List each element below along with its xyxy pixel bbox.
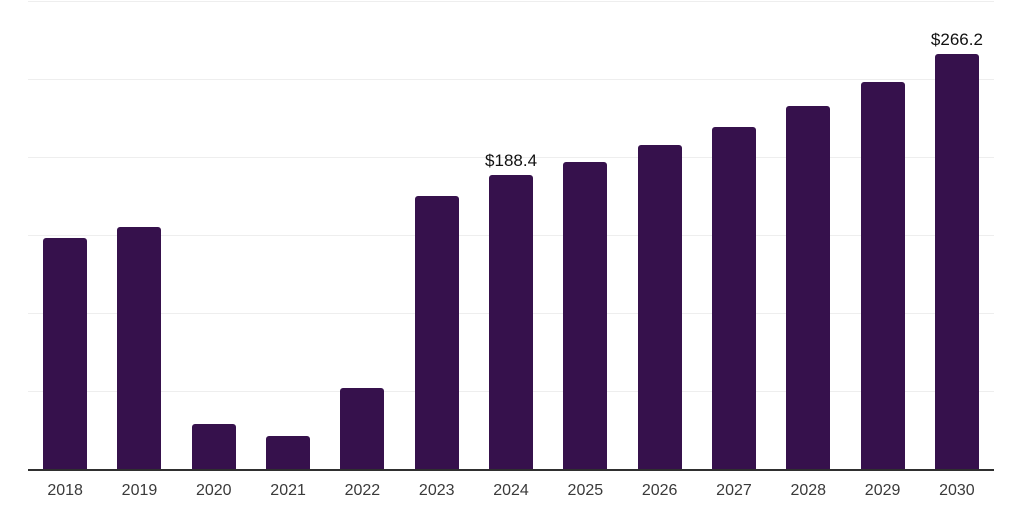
- bar-2020: [191, 423, 236, 469]
- bar-2023: [414, 196, 459, 469]
- x-tick-label-2028: 2028: [790, 482, 827, 499]
- x-tick-label-2030: 2030: [939, 482, 975, 499]
- bar-2021: [266, 436, 311, 469]
- x-tick-label-2025: 2025: [567, 482, 604, 499]
- x-tick-label-2022: 2022: [344, 482, 381, 499]
- bar-slot-2018: [28, 1, 102, 469]
- bar-slot-2023: [400, 1, 474, 469]
- bar-slot-2019: [102, 1, 176, 469]
- x-tick-label-2026: 2026: [641, 482, 678, 499]
- x-tick-label-2020: 2020: [195, 482, 232, 499]
- bar-2029: [860, 82, 905, 469]
- bar-value-label-2030: $266.2: [930, 29, 983, 49]
- bar-slot-2022: [325, 1, 399, 469]
- bar-slot-2030: $266.2: [920, 1, 994, 469]
- x-axis-line: [28, 469, 994, 471]
- x-tick-label-2018: 2018: [47, 482, 83, 499]
- x-tick-label-2023: 2023: [418, 482, 455, 499]
- bar-2024: [489, 175, 534, 469]
- bar-value-label-2024: $188.4: [485, 151, 538, 171]
- bar-slot-2020: [177, 1, 251, 469]
- bar-2022: [340, 387, 385, 469]
- gridline-300: [28, 1, 994, 2]
- bar-slot-2028: [771, 1, 845, 469]
- bar-slot-2024: $188.4: [474, 1, 548, 469]
- gridline-250: [28, 79, 994, 80]
- x-tick-label-2027: 2027: [716, 482, 752, 499]
- bar-2018: [43, 238, 88, 469]
- x-axis-labels: 2018 2019 2020 2021 2022 2023 2024 2025 2026 2027…: [28, 483, 994, 499]
- x-tick-label-2021: 2021: [270, 482, 306, 499]
- bar-slot-2029: [845, 1, 919, 469]
- x-tick-label-2024: 2024: [493, 482, 529, 499]
- bar-slot-2026: [623, 1, 697, 469]
- bar-2025: [563, 161, 608, 469]
- bar-2030: [934, 53, 979, 469]
- x-tick-label-2029: 2029: [864, 482, 901, 499]
- bar-slot-2025: [548, 1, 622, 469]
- x-tick-label-2019: 2019: [121, 482, 158, 499]
- bar-slot-2027: [697, 1, 771, 469]
- bar-2028: [786, 105, 831, 469]
- bar-2026: [637, 144, 682, 469]
- gridline-200: [28, 157, 994, 158]
- bar-2019: [117, 227, 162, 469]
- bars: $188.4 $266.2: [28, 1, 994, 469]
- bar-2027: [711, 127, 756, 469]
- bar-slot-2021: [251, 1, 325, 469]
